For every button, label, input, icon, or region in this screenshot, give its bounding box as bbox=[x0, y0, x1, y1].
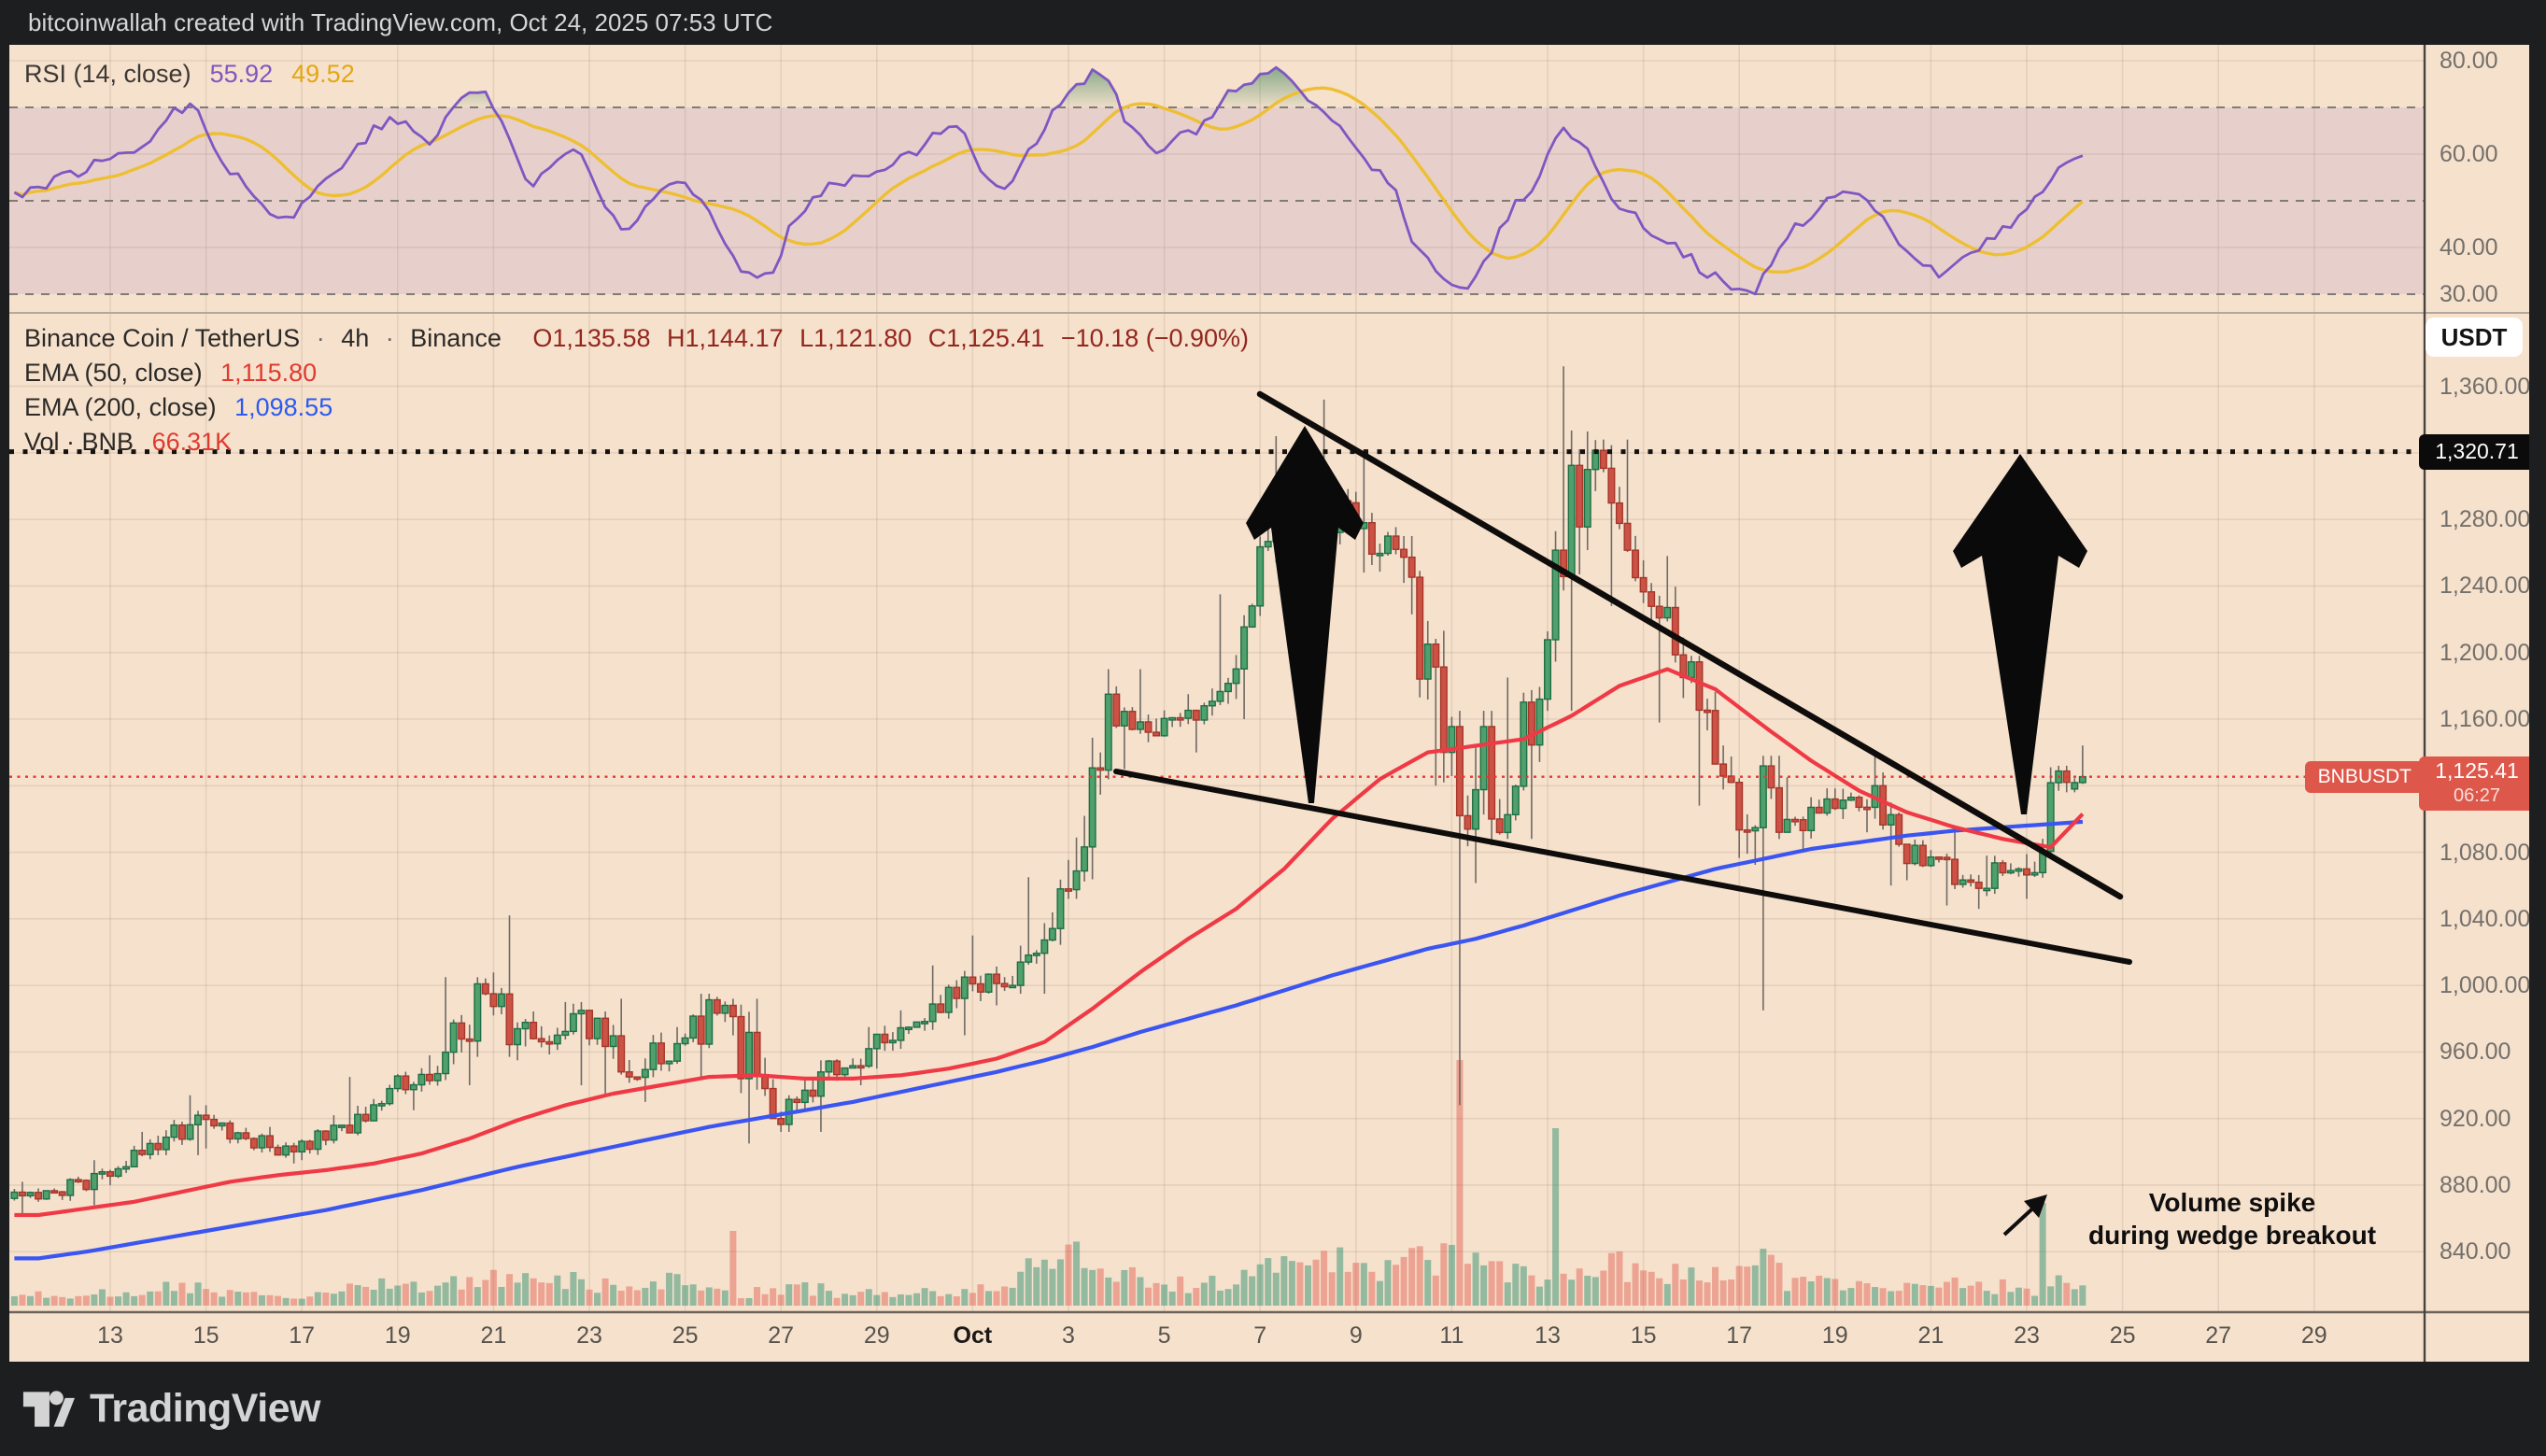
time-tick-label: 13 bbox=[97, 1322, 123, 1349]
time-tick-label: 7 bbox=[1253, 1322, 1267, 1349]
rsi-legend-label: RSI (14, close) bbox=[24, 60, 191, 88]
price-tick-label: 840.00 bbox=[2440, 1238, 2511, 1265]
time-tick-label: 17 bbox=[289, 1322, 316, 1349]
chart-widget[interactable]: RSI (14, close) 55.92 49.52 Binance Coin… bbox=[9, 45, 2529, 1362]
symbol-row: Binance Coin / TetherUS · 4h · Binance O… bbox=[24, 321, 1249, 356]
rsi-legend[interactable]: RSI (14, close) 55.92 49.52 bbox=[24, 60, 355, 89]
time-tick-label: 19 bbox=[384, 1322, 411, 1349]
time-tick-label: 9 bbox=[1349, 1322, 1363, 1349]
main-legend[interactable]: Binance Coin / TetherUS · 4h · Binance O… bbox=[24, 321, 1249, 459]
symbol-ticker: BNBUSDT bbox=[2317, 765, 2412, 787]
volume-annotation-line1: Volume spike bbox=[2148, 1188, 2316, 1217]
price-tick-label: 1,000.00 bbox=[2440, 972, 2529, 999]
price-tick-label: 1,040.00 bbox=[2440, 905, 2529, 932]
separator: · bbox=[385, 324, 394, 352]
volume-annotation: Volume spike during wedge breakout bbox=[2055, 1186, 2410, 1251]
rsi-ma-value: 49.52 bbox=[291, 60, 355, 88]
time-tick-label: 21 bbox=[480, 1322, 507, 1349]
time-tick-label: 17 bbox=[1726, 1322, 1753, 1349]
volume-label: Vol · BNB bbox=[24, 428, 134, 456]
time-tick-label: 5 bbox=[1157, 1322, 1171, 1349]
rsi-value: 55.92 bbox=[209, 60, 274, 88]
exchange-label: Binance bbox=[410, 324, 502, 352]
rsi-tick-label: 30.00 bbox=[2440, 281, 2498, 307]
price-level-badge: 1,320.71 bbox=[2419, 433, 2529, 470]
low-value: L1,121.80 bbox=[799, 324, 912, 352]
separator: · bbox=[316, 324, 325, 352]
price-tick-label: 1,160.00 bbox=[2440, 706, 2529, 732]
tradingview-logo[interactable] bbox=[22, 1385, 75, 1434]
change-value: −10.18 (−0.90%) bbox=[1060, 324, 1250, 352]
volume-row: Vol · BNB 66.31K bbox=[24, 425, 1249, 459]
brand-text[interactable]: TradingView bbox=[90, 1386, 321, 1431]
time-tick-label: 19 bbox=[1821, 1322, 1848, 1349]
price-tick-label: 1,200.00 bbox=[2440, 639, 2529, 666]
time-tick-label: 15 bbox=[1630, 1322, 1657, 1349]
time-tick-label: 23 bbox=[2014, 1322, 2040, 1349]
ema50-label: EMA (50, close) bbox=[24, 359, 203, 387]
time-tick-label: 15 bbox=[192, 1322, 219, 1349]
time-tick-label: 27 bbox=[2205, 1322, 2232, 1349]
time-tick-label: 21 bbox=[1917, 1322, 1945, 1349]
time-tick-label: 25 bbox=[2109, 1322, 2136, 1349]
rsi-tick-label: 60.00 bbox=[2440, 141, 2498, 167]
volume-annotation-line2: during wedge breakout bbox=[2087, 1221, 2377, 1250]
chart-canvas[interactable] bbox=[9, 45, 2529, 1362]
rsi-tick-label: 40.00 bbox=[2440, 234, 2498, 261]
time-tick-label: 29 bbox=[2300, 1322, 2327, 1349]
time-tick-label: 3 bbox=[1062, 1322, 1075, 1349]
time-tick-label: 13 bbox=[1535, 1322, 1561, 1349]
bar-countdown: 06:27 bbox=[2453, 785, 2501, 806]
ema50-row: EMA (50, close) 1,115.80 bbox=[24, 356, 1249, 390]
ema50-value: 1,115.80 bbox=[220, 359, 318, 387]
time-tick-label: 29 bbox=[863, 1322, 890, 1349]
open-value: O1,135.58 bbox=[532, 324, 651, 352]
price-tick-label: 920.00 bbox=[2440, 1105, 2511, 1132]
ema200-row: EMA (200, close) 1,098.55 bbox=[24, 390, 1249, 425]
last-price-value: 1,125.41 bbox=[2435, 757, 2519, 783]
price-tick-label: 1,240.00 bbox=[2440, 573, 2529, 600]
price-tick-label: 960.00 bbox=[2440, 1039, 2511, 1066]
ema200-label: EMA (200, close) bbox=[24, 393, 217, 421]
time-tick-label: 11 bbox=[1439, 1322, 1464, 1349]
symbol-price-label: BNBUSDT bbox=[2304, 760, 2425, 793]
price-tick-label: 1,080.00 bbox=[2440, 839, 2529, 866]
high-value: H1,144.17 bbox=[667, 324, 784, 352]
level-badge-value: 1,320.71 bbox=[2435, 439, 2519, 464]
price-tick-label: 1,360.00 bbox=[2440, 373, 2529, 400]
time-tick-label: 23 bbox=[576, 1322, 602, 1349]
price-tick-label: 880.00 bbox=[2440, 1171, 2511, 1198]
time-tick-label: 27 bbox=[768, 1322, 795, 1349]
time-tick-label: 25 bbox=[672, 1322, 699, 1349]
price-tick-label: 1,280.00 bbox=[2440, 506, 2529, 533]
volume-value: 66.31K bbox=[151, 428, 233, 456]
currency-toggle-button[interactable]: USDT bbox=[2426, 318, 2523, 357]
ema200-value: 1,098.55 bbox=[234, 393, 333, 421]
symbol-title: Binance Coin / TetherUS bbox=[24, 324, 301, 352]
interval-label: 4h bbox=[341, 324, 370, 352]
footer-bar: TradingView bbox=[0, 1362, 2546, 1456]
last-price-badge: 1,125.41 06:27 bbox=[2419, 756, 2529, 811]
attribution-text: bitcoinwallah created with TradingView.c… bbox=[28, 7, 773, 36]
time-tick-label: Oct bbox=[953, 1322, 993, 1349]
attribution-bar: bitcoinwallah created with TradingView.c… bbox=[0, 0, 2546, 45]
close-value: C1,125.41 bbox=[927, 324, 1045, 352]
rsi-tick-label: 80.00 bbox=[2440, 48, 2498, 74]
